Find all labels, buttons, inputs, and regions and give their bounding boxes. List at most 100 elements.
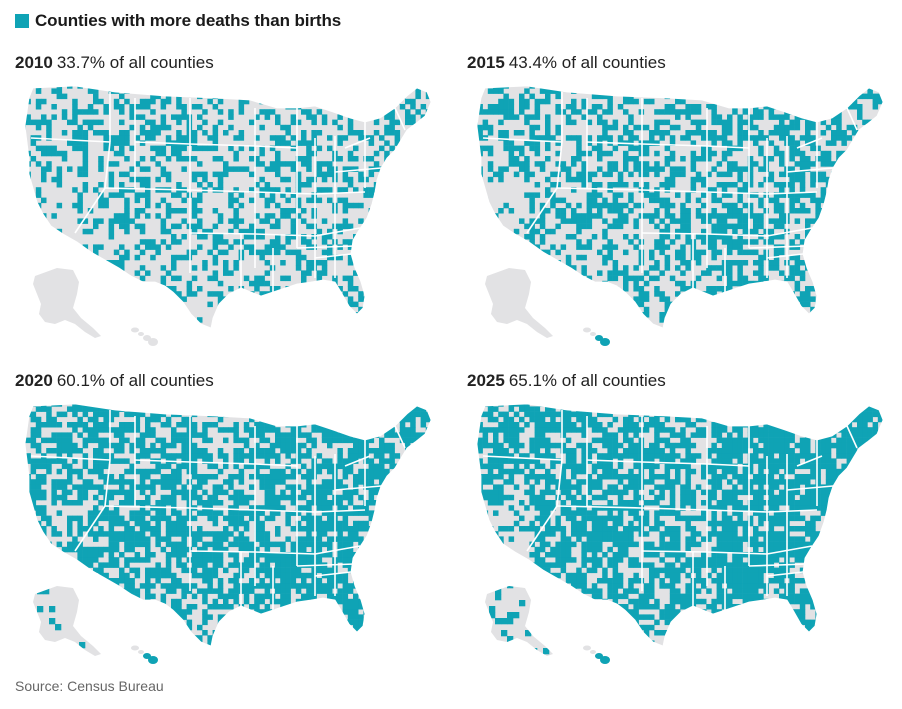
county-highlighted [431,239,437,245]
county-highlighted [171,494,177,501]
county-highlighted [691,333,697,339]
county-highlighted [264,505,271,511]
county-highlighted [25,104,26,110]
county-highlighted [467,94,473,100]
county-highlighted [93,458,99,464]
county-highlighted [669,156,676,162]
county-highlighted [109,396,115,402]
county-highlighted [30,208,37,214]
county-highlighted [311,468,317,475]
county-highlighted [581,98,587,105]
county-highlighted [539,135,546,141]
county-highlighted [233,463,239,470]
county-highlighted [259,317,265,323]
county-highlighted [61,156,68,162]
county-highlighted [664,197,671,204]
county-highlighted [264,86,271,89]
county-highlighted [753,239,759,245]
county-highlighted [825,244,832,250]
county-highlighted [711,208,717,214]
county-highlighted [862,145,868,152]
county-highlighted [67,474,73,480]
county-highlighted [669,322,676,328]
county-highlighted [701,202,707,209]
county-highlighted [685,286,691,292]
county-highlighted [405,494,411,501]
county-highlighted [181,88,187,94]
county-highlighted [862,228,868,235]
county-highlighted [539,202,546,209]
county-highlighted [545,322,551,328]
county-highlighted [477,176,478,183]
county-highlighted [872,192,879,198]
county-highlighted [716,182,723,188]
county-highlighted [124,520,130,527]
county-highlighted [368,254,375,261]
county-highlighted [150,416,156,423]
state-border [314,253,352,259]
county-highlighted [353,484,359,490]
county-highlighted [405,114,411,120]
county-highlighted [25,453,31,459]
county-highlighted [93,531,99,537]
county-highlighted [581,280,587,287]
county-highlighted [425,526,431,532]
county-highlighted [295,265,302,271]
county-highlighted [87,531,94,537]
county-highlighted [701,119,707,126]
county-highlighted [264,197,271,204]
county-highlighted [275,223,281,230]
county-highlighted [363,479,369,485]
county-highlighted [669,104,676,110]
county-highlighted [379,145,385,152]
county-highlighted [155,515,161,522]
county-highlighted [249,280,255,287]
county-highlighted [56,411,63,418]
county-highlighted [160,404,167,407]
county-highlighted [316,494,323,501]
county-highlighted [254,515,260,522]
county-highlighted [654,223,660,230]
county-highlighted [275,93,281,100]
county-highlighted [701,306,707,313]
county-highlighted [560,213,567,219]
county-highlighted [139,515,146,522]
county-highlighted [124,437,130,444]
county-highlighted [394,541,401,548]
county-highlighted [166,333,172,339]
county-highlighted [467,260,473,266]
county-highlighted [784,98,790,105]
county-highlighted [410,510,416,516]
county-highlighted [607,166,613,172]
county-highlighted [145,494,151,501]
county-highlighted [862,182,868,188]
county-highlighted [716,249,723,256]
county-highlighted [249,78,255,84]
county-highlighted [384,411,390,418]
county-highlighted [576,244,582,250]
county-highlighted [534,182,541,188]
county-highlighted [363,520,369,527]
county-highlighted [134,536,141,542]
county-highlighted [664,234,671,240]
county-highlighted [841,333,847,339]
county-highlighted [254,463,260,470]
county-highlighted [212,124,219,131]
county-highlighted [789,78,795,84]
county-highlighted [534,254,541,261]
county-highlighted [498,260,504,266]
county-highlighted [223,427,229,433]
county-highlighted [545,187,551,193]
county-highlighted [321,427,328,433]
county-highlighted [77,197,83,204]
county-highlighted [145,474,151,480]
county-highlighted [93,249,99,256]
county-highlighted [420,505,427,511]
county-highlighted [280,442,286,449]
county-highlighted [93,494,99,501]
county-highlighted [353,156,359,162]
county-highlighted [649,265,655,271]
county-highlighted [327,254,333,261]
county-highlighted [815,88,821,94]
county-highlighted [503,114,509,120]
